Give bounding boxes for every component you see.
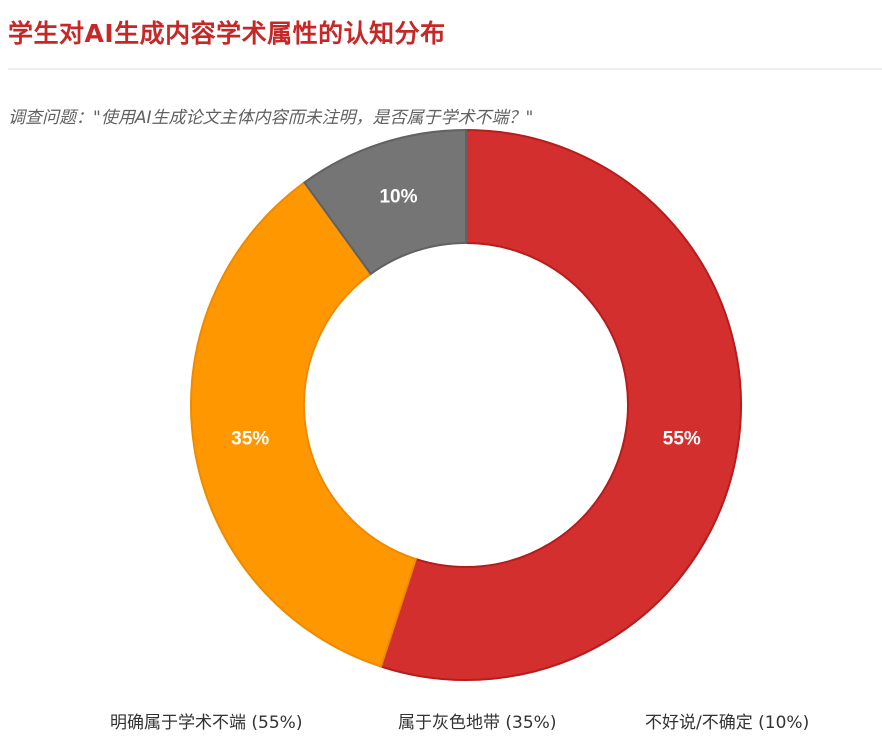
chart-subtitle: 调查问题："使用AI生成论文主体内容而未注明，是否属于学术不端？" (8, 108, 534, 128)
legend-entry-2: 不好说/不确定10% (645, 708, 809, 733)
legend-label-0: 明确属于学术不端 (110, 713, 246, 733)
legend-value-0: 55% (246, 713, 302, 733)
legend-label-2: 不好说/不确定 (645, 713, 753, 733)
legend-entry-0: 明确属于学术不端55% (110, 708, 302, 733)
legend-value-2: 10% (753, 713, 809, 733)
data-label-0: 55% (663, 429, 701, 450)
donut-slice-0 (379, 128, 742, 681)
donut-slice-1 (190, 181, 418, 668)
legend-value-1: 35% (500, 713, 556, 733)
legend-entry-1: 属于灰色地带35% (398, 708, 556, 733)
legend-label-1: 属于灰色地带 (398, 713, 500, 733)
data-label-2: 10% (379, 187, 417, 208)
title-divider (8, 68, 882, 70)
donut-slice-2 (302, 128, 467, 276)
page-title: 学生对AI生成内容学术属性的认知分布 (8, 19, 446, 48)
data-label-1: 35% (231, 429, 269, 450)
